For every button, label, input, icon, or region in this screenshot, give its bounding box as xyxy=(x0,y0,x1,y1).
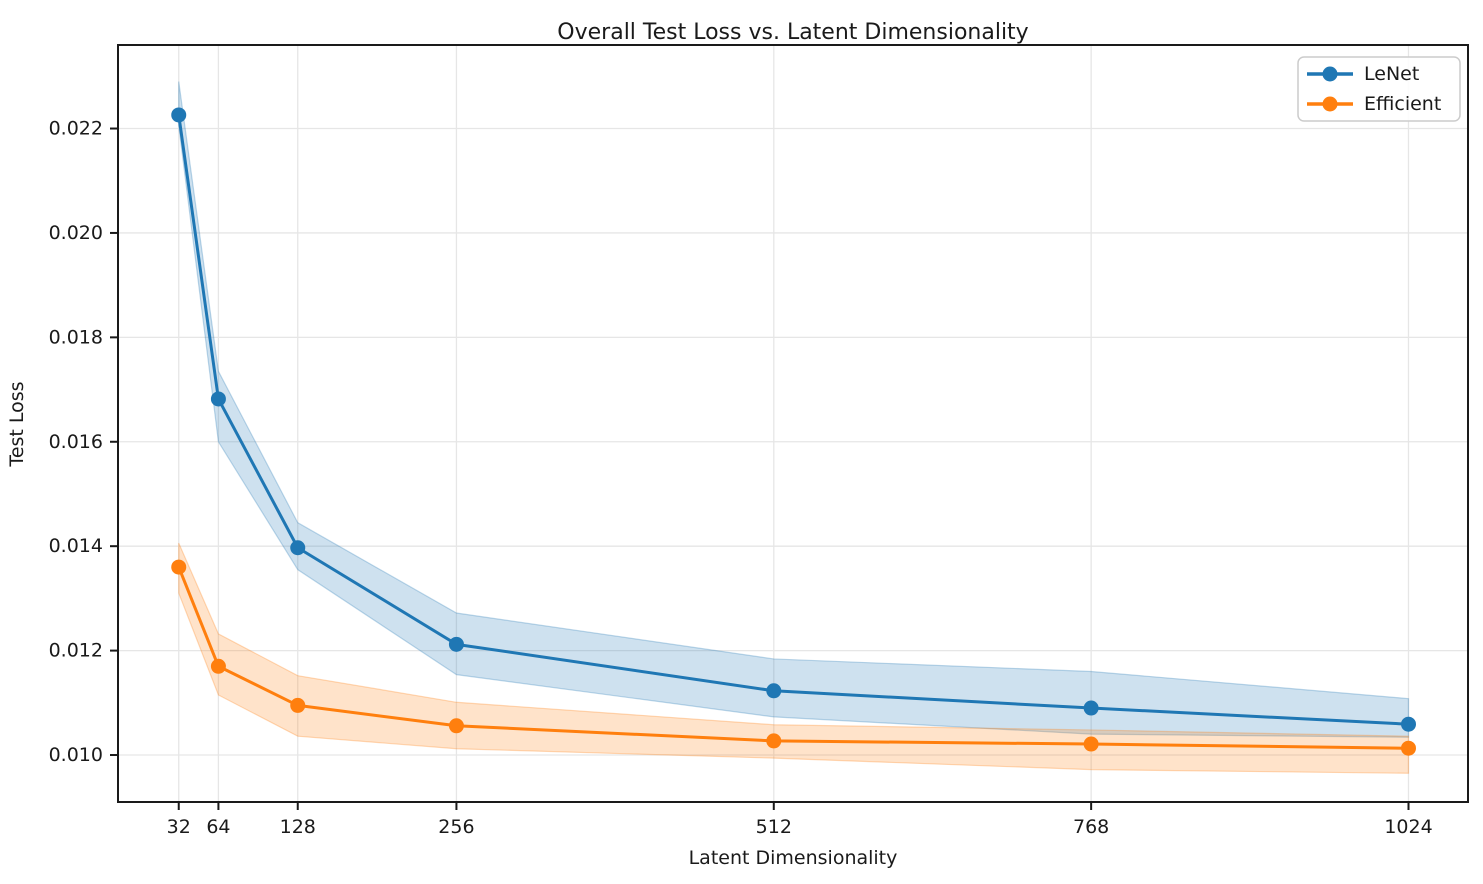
x-tick-label: 1024 xyxy=(1384,816,1432,838)
y-tick-label: 0.016 xyxy=(49,431,103,453)
legend-label-lenet: LeNet xyxy=(1364,63,1419,85)
series-lines xyxy=(177,113,1410,750)
y-tick-label: 0.010 xyxy=(49,744,103,766)
x-axis-label: Latent Dimensionality xyxy=(689,847,898,869)
marker-lenet-1024 xyxy=(1400,716,1416,732)
y-tick-label: 0.012 xyxy=(49,640,103,662)
y-axis-label: Test Loss xyxy=(6,381,28,467)
marker-lenet-32 xyxy=(171,107,187,123)
marker-lenet-256 xyxy=(448,636,464,652)
legend-marker-efficient xyxy=(1322,96,1338,112)
band-lenet xyxy=(178,81,1410,738)
marker-lenet-768 xyxy=(1083,700,1099,716)
marker-efficient-512 xyxy=(766,733,782,749)
y-tick-label: 0.014 xyxy=(49,535,103,557)
band-efficient xyxy=(178,542,1410,774)
legend: LeNet Efficient xyxy=(1297,56,1461,122)
marker-lenet-128 xyxy=(290,540,306,556)
y-tick-label: 0.020 xyxy=(49,222,103,244)
axis-ticks: 32 64 128 256 512 768 1024 0.010 0.012 0.014 0.016… xyxy=(49,118,1433,838)
x-tick-label: 256 xyxy=(438,816,474,838)
marker-efficient-128 xyxy=(290,697,306,713)
y-tick-label: 0.018 xyxy=(49,326,103,348)
gridlines xyxy=(118,45,1468,802)
chart-title: Overall Test Loss vs. Latent Dimensional… xyxy=(557,20,1028,45)
marker-efficient-1024 xyxy=(1400,740,1416,756)
marker-efficient-64 xyxy=(210,658,226,674)
legend-label-efficient: Efficient xyxy=(1364,93,1441,115)
marker-lenet-512 xyxy=(766,683,782,699)
plot-border xyxy=(117,44,1469,803)
legend-marker-lenet xyxy=(1322,66,1338,82)
x-tick-label: 64 xyxy=(206,816,230,838)
series-markers xyxy=(171,107,1416,756)
marker-efficient-32 xyxy=(171,559,187,575)
x-tick-label: 128 xyxy=(280,816,316,838)
x-tick-label: 768 xyxy=(1073,816,1109,838)
x-tick-label: 512 xyxy=(756,816,792,838)
y-tick-label: 0.022 xyxy=(49,118,103,140)
marker-lenet-64 xyxy=(210,391,226,407)
x-tick-label: 32 xyxy=(167,816,191,838)
line-lenet xyxy=(177,113,1410,726)
marker-efficient-768 xyxy=(1083,736,1099,752)
marker-efficient-256 xyxy=(448,718,464,734)
confidence-bands xyxy=(178,81,1410,774)
